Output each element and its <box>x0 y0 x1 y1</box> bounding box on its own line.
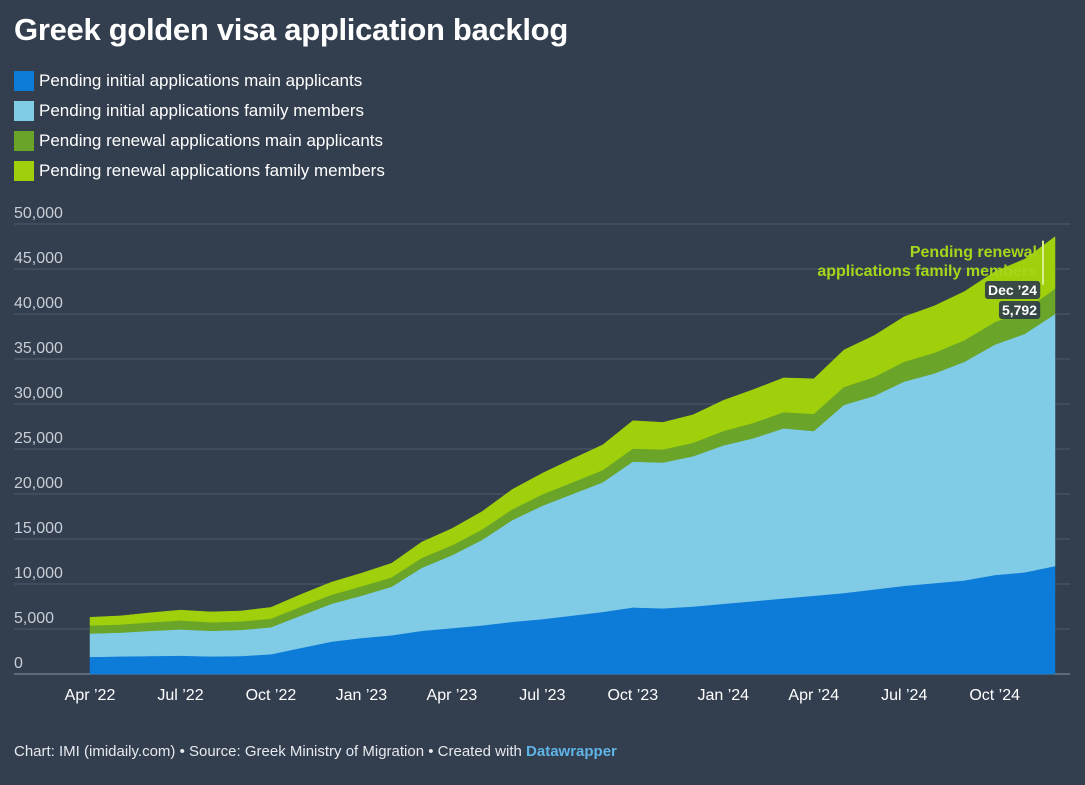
y-tick-label: 45,000 <box>14 250 63 267</box>
x-tick-label: Apr ’22 <box>65 687 116 704</box>
y-tick-label: 25,000 <box>14 430 63 447</box>
x-tick-label: Apr ’24 <box>788 687 839 704</box>
legend-swatch-renewal-family <box>14 161 34 181</box>
footer: Chart: IMI (imidaily.com) • Source: Gree… <box>14 743 617 760</box>
x-tick-label: Jan ’24 <box>697 687 749 704</box>
legend-label-initial-main: Pending initial applications main applic… <box>39 71 363 90</box>
x-tick-label: Oct ’24 <box>969 687 1020 704</box>
x-tick-label: Jul ’22 <box>157 687 203 704</box>
x-tick-label: Jan ’23 <box>336 687 388 704</box>
y-axis: 0 5,000 10,000 15,000 20,000 25,000 30,000 35,0… <box>14 205 63 672</box>
legend: Pending initial applications main applic… <box>14 66 385 186</box>
tooltip-date: Dec ’24 <box>988 282 1037 298</box>
legend-swatch-initial-family <box>14 101 34 121</box>
y-tick-label: 40,000 <box>14 295 63 312</box>
tooltip-label-bg <box>998 301 1041 319</box>
y-tick-label: 50,000 <box>14 205 63 222</box>
y-tick-label: 0 <box>14 655 23 672</box>
tooltip-label-bg <box>984 281 1041 299</box>
annotation-group: Pending renewal applications family membe… <box>817 240 1044 319</box>
legend-swatch-renewal-main <box>14 131 34 151</box>
datawrapper-link[interactable]: Datawrapper <box>526 743 617 760</box>
area-series-3 <box>89 236 1056 626</box>
x-tick-label: Oct ’22 <box>246 687 297 704</box>
y-tick-label: 35,000 <box>14 340 63 357</box>
y-tick-label: 10,000 <box>14 565 63 582</box>
stacked-area-chart: 0 5,000 10,000 15,000 20,000 25,000 30,000 35,0… <box>14 205 1070 704</box>
y-tick-label: 15,000 <box>14 520 63 537</box>
area-series <box>89 236 1056 675</box>
chart-title: Greek golden visa application backlog <box>14 12 568 47</box>
x-tick-label: Apr ’23 <box>427 687 478 704</box>
y-tick-label: 5,000 <box>14 610 54 627</box>
x-axis: Apr ’22 Jul ’22 Oct ’22 Jan ’23 Apr ’23 Jul ’… <box>65 687 1020 704</box>
legend-item-initial-main: Pending initial applications main applic… <box>14 66 385 96</box>
legend-item-renewal-main: Pending renewal applications main applic… <box>14 126 385 156</box>
x-tick-label: Oct ’23 <box>607 687 658 704</box>
footer-credit: Chart: IMI (imidaily.com) • Source: Gree… <box>14 743 527 760</box>
x-tick-label: Jul ’24 <box>881 687 927 704</box>
legend-label-renewal-family: Pending renewal applications family memb… <box>39 161 385 180</box>
y-tick-label: 30,000 <box>14 385 63 402</box>
tooltip-value: 5,792 <box>1002 302 1037 318</box>
legend-item-initial-family: Pending initial applications family memb… <box>14 96 385 126</box>
y-tick-label: 20,000 <box>14 475 63 492</box>
annotation-line-2: applications family members <box>817 263 1037 280</box>
legend-item-renewal-family: Pending renewal applications family memb… <box>14 156 385 186</box>
annotation-line-1: Pending renewal <box>910 244 1037 261</box>
legend-label-renewal-main: Pending renewal applications main applic… <box>39 131 383 150</box>
legend-label-initial-family: Pending initial applications family memb… <box>39 101 365 120</box>
legend-swatch-initial-main <box>14 71 34 91</box>
x-tick-label: Jul ’23 <box>519 687 565 704</box>
